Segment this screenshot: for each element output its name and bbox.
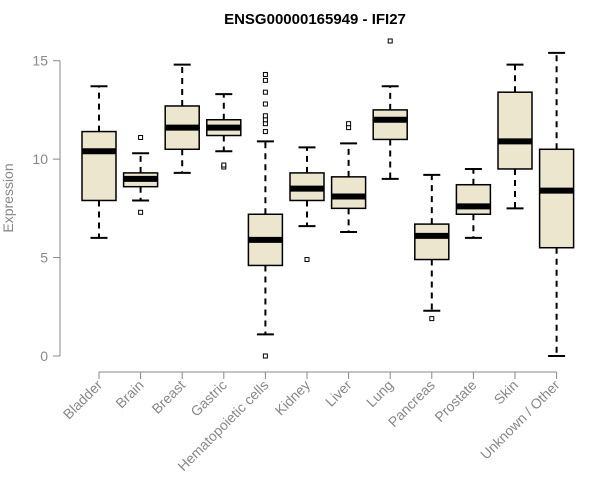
x-tick-label-bladder: Bladder	[60, 377, 106, 423]
iqr-box	[372, 109, 408, 141]
box-pancreas	[414, 173, 450, 322]
x-tick-label-liver: Liver	[322, 377, 355, 410]
box-hematopoietic-cells	[247, 71, 284, 359]
chart-title: ENSG00000165949 - IFI27	[224, 11, 406, 28]
outlier-point	[262, 121, 268, 127]
y-tick-label: 5	[40, 250, 48, 266]
box-liver	[330, 121, 367, 233]
iqr-box	[330, 176, 367, 210]
outlier-point	[262, 71, 268, 77]
box-unknown-other	[538, 51, 575, 357]
boxes-group	[81, 38, 575, 359]
y-tick-label: 15	[32, 53, 48, 69]
x-tick-label-skin: Skin	[491, 377, 522, 408]
x-tick-label-prostate: Prostate	[431, 377, 479, 425]
iqr-box	[538, 148, 575, 249]
iqr-box	[455, 183, 492, 215]
y-tick-label: 10	[32, 151, 48, 167]
x-tick-label-breast: Breast	[148, 377, 188, 417]
outlier-point	[138, 209, 144, 215]
outlier-point	[262, 353, 268, 359]
outlier-point	[429, 316, 435, 322]
x-tick-label-unknown-other: Unknown / Other	[477, 377, 563, 463]
x-tick-label-lung: Lung	[363, 377, 396, 410]
y-axis-label: Expression	[0, 163, 16, 232]
x-tick-label-kidney: Kidney	[272, 377, 314, 419]
outlier-point	[346, 121, 352, 127]
box-breast	[164, 63, 200, 174]
box-bladder	[81, 85, 117, 239]
box-gastric	[206, 93, 242, 170]
iqr-box	[414, 223, 450, 261]
box-brain	[122, 134, 159, 215]
box-lung	[372, 38, 408, 180]
outlier-point	[387, 38, 393, 44]
outlier-point	[262, 89, 268, 95]
iqr-box	[497, 91, 533, 170]
outlier-point	[221, 162, 227, 168]
outlier-point	[262, 129, 268, 135]
y-axis: 0 5 10 15	[32, 53, 61, 364]
outlier-point	[346, 125, 352, 131]
outlier-point	[262, 113, 268, 119]
outlier-point	[262, 117, 268, 123]
y-tick-label: 0	[40, 348, 48, 364]
box-kidney	[289, 146, 325, 263]
outlier-point	[304, 257, 310, 263]
box-skin	[497, 63, 533, 210]
outlier-point	[262, 77, 268, 83]
outlier-point	[138, 134, 144, 140]
x-tick-label-brain: Brain	[112, 377, 146, 411]
outlier-point	[262, 101, 268, 107]
iqr-box	[81, 130, 117, 202]
box-prostate	[455, 167, 492, 239]
